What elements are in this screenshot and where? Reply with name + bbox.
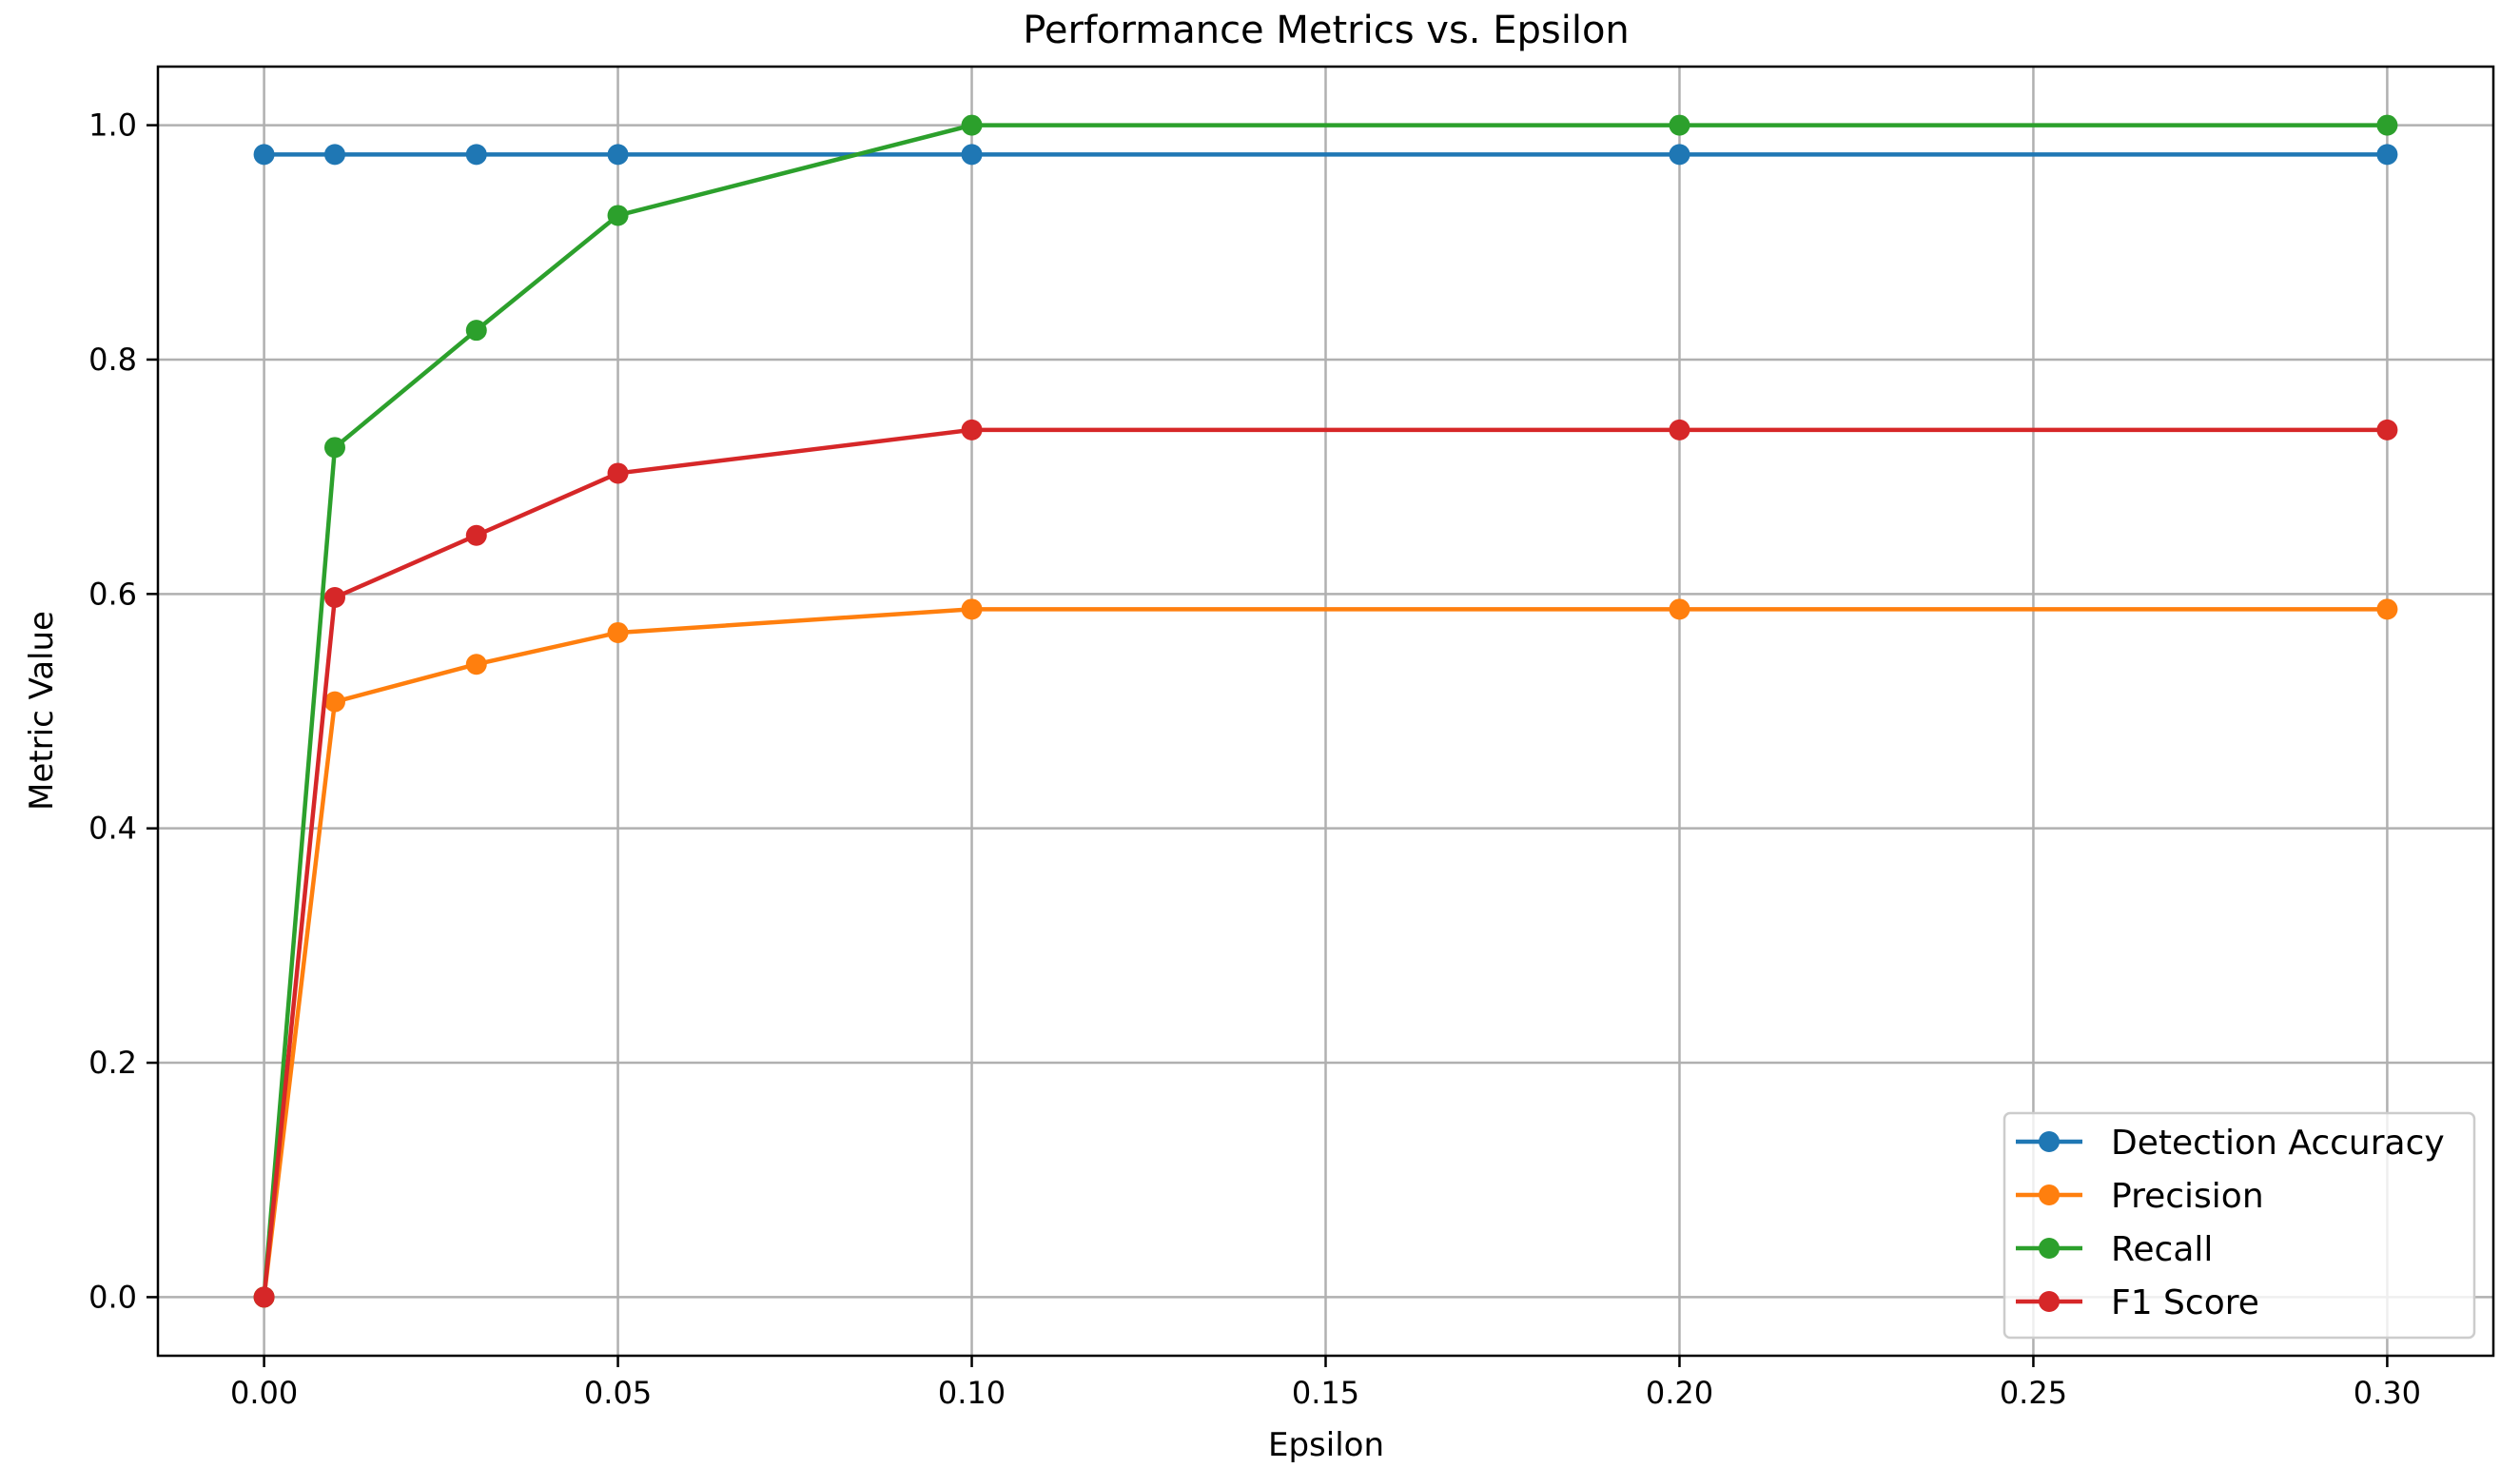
y-tick-label: 1.0 [88, 108, 137, 144]
data-point-recall [961, 114, 983, 136]
x-tick-label: 0.15 [1292, 1375, 1359, 1411]
x-axis-label: Epsilon [1268, 1426, 1384, 1464]
x-tick-label: 0.25 [2000, 1375, 2067, 1411]
legend-item-recall: Recall [2016, 1230, 2213, 1269]
x-axis: 0.00 0.05 0.10 0.15 0.20 0.25 0.30 [230, 1356, 2421, 1411]
data-point-precision [2376, 598, 2398, 620]
data-point-recall [465, 320, 487, 342]
y-axis-label: Metric Value [23, 611, 61, 811]
data-point-precision [961, 598, 983, 620]
data-point-f1-score [607, 462, 629, 484]
series-precision [253, 598, 2398, 1308]
data-point-detection-accuracy [961, 144, 983, 166]
data-point-detection-accuracy [2376, 144, 2398, 166]
legend-frame [2002, 1111, 2476, 1340]
x-tick-label: 0.10 [938, 1375, 1006, 1411]
x-tick-label: 0.20 [1646, 1375, 1713, 1411]
data-point-recall [2376, 114, 2398, 136]
data-point-detection-accuracy [323, 144, 345, 166]
data-point-precision [323, 691, 345, 713]
legend: Detection Accuracy Precision Recall F1 Scor… [2002, 1111, 2476, 1340]
series-f1-score [253, 419, 2398, 1308]
y-tick-label: 0.4 [88, 811, 137, 847]
data-point-detection-accuracy [1669, 144, 1690, 166]
data-point-recall [1669, 114, 1690, 136]
legend-label: Precision [2111, 1177, 2264, 1216]
y-tick-label: 0.0 [88, 1279, 137, 1315]
chart-title: Performance Metrics vs. Epsilon [1023, 9, 1630, 52]
legend-item-f1-score: F1 Score [2016, 1283, 2259, 1322]
data-point-f1-score [465, 524, 487, 546]
data-point-f1-score [1669, 419, 1690, 440]
legend-item-detection-accuracy: Detection Accuracy [2016, 1124, 2445, 1163]
data-point-precision [1669, 598, 1690, 620]
legend-label: F1 Score [2111, 1283, 2259, 1322]
y-tick-label: 0.6 [88, 576, 137, 612]
series-layer [253, 114, 2398, 1308]
y-axis: 0.0 0.2 0.4 0.6 0.8 1.0 [88, 108, 158, 1315]
legend-swatch-marker [2039, 1291, 2060, 1312]
y-tick-label: 0.8 [88, 342, 137, 378]
data-point-precision [465, 654, 487, 675]
legend-swatch-marker [2039, 1131, 2060, 1152]
data-point-recall [607, 205, 629, 226]
x-tick-label: 0.05 [584, 1375, 652, 1411]
data-point-f1-score [961, 419, 983, 440]
legend-label: Recall [2111, 1230, 2213, 1269]
legend-label: Detection Accuracy [2111, 1124, 2445, 1163]
data-point-recall [323, 437, 345, 459]
data-point-detection-accuracy [253, 144, 275, 166]
data-point-f1-score [323, 587, 345, 609]
data-point-f1-score [253, 1286, 275, 1308]
legend-item-precision: Precision [2016, 1177, 2264, 1216]
legend-swatch-marker [2039, 1238, 2060, 1259]
series-detection-accuracy [253, 144, 2398, 166]
data-point-f1-score [2376, 419, 2398, 440]
y-tick-label: 0.2 [88, 1045, 137, 1081]
x-tick-label: 0.30 [2354, 1375, 2421, 1411]
x-tick-label: 0.00 [230, 1375, 298, 1411]
data-point-precision [607, 621, 629, 643]
data-point-detection-accuracy [607, 144, 629, 166]
legend-swatch-marker [2039, 1184, 2060, 1205]
data-point-detection-accuracy [465, 144, 487, 166]
